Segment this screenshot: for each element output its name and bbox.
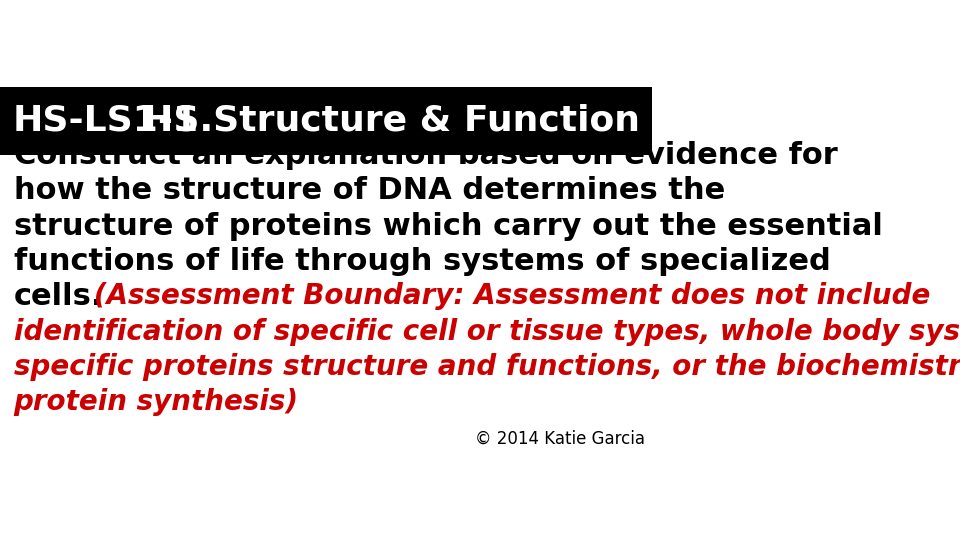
- Text: structure of proteins which carry out the essential: structure of proteins which carry out th…: [13, 212, 882, 241]
- Text: HS-LS1-1: HS-LS1-1: [12, 104, 199, 138]
- Text: HS.Structure & Function: HS.Structure & Function: [143, 104, 639, 138]
- Text: specific proteins structure and functions, or the biochemistry of: specific proteins structure and function…: [13, 353, 960, 381]
- Text: protein synthesis): protein synthesis): [13, 388, 299, 416]
- Text: cells.: cells.: [13, 282, 103, 311]
- Text: identification of specific cell or tissue types, whole body systems,: identification of specific cell or tissu…: [13, 318, 960, 346]
- Text: how the structure of DNA determines the: how the structure of DNA determines the: [13, 176, 725, 205]
- Bar: [0, 86, 652, 154]
- Text: functions of life through systems of specialized: functions of life through systems of spe…: [13, 247, 830, 276]
- Text: Construct an explanation based on evidence for: Construct an explanation based on eviden…: [13, 141, 837, 170]
- Text: © 2014 Katie Garcia: © 2014 Katie Garcia: [475, 430, 645, 448]
- Text: (Assessment Boundary: Assessment does not include: (Assessment Boundary: Assessment does no…: [64, 282, 930, 310]
